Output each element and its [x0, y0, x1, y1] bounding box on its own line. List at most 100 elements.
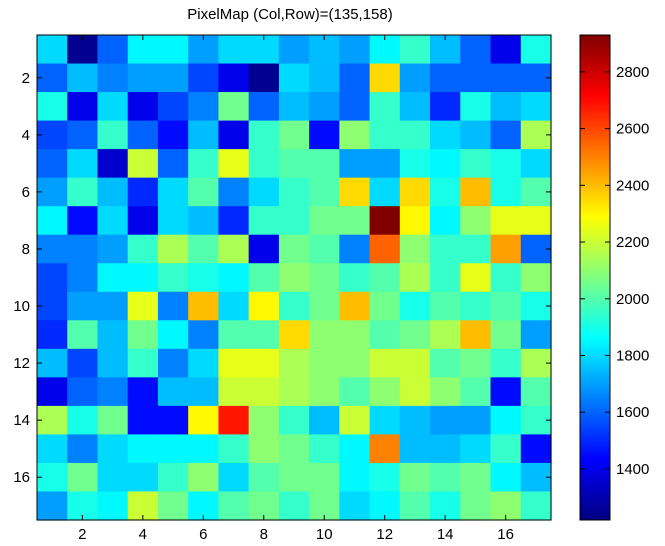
heatmap-cell — [309, 177, 340, 207]
heatmap-cell — [127, 63, 159, 93]
chart-title: PixelMap (Col,Row)=(135,158) — [187, 6, 393, 23]
heatmap-cell — [520, 320, 552, 350]
heatmap-cell — [37, 63, 68, 93]
heatmap-cell — [278, 92, 310, 122]
heatmap-cell — [37, 320, 68, 350]
heatmap-cell — [369, 263, 401, 293]
heatmap-cell — [520, 92, 552, 122]
heatmap-cell — [67, 263, 99, 293]
heatmap-cell — [520, 35, 552, 65]
x-tick-label: 2 — [78, 526, 86, 543]
heatmap-cell — [520, 377, 552, 407]
heatmap-cell — [490, 377, 522, 407]
heatmap-cell — [248, 320, 280, 350]
x-tick-label: 8 — [260, 526, 268, 543]
heatmap-cell — [67, 377, 99, 407]
heatmap-cell — [97, 234, 129, 264]
heatmap-cell — [278, 320, 310, 350]
heatmap-cell — [399, 462, 431, 493]
heatmap-cell — [369, 206, 401, 236]
heatmap-cell — [278, 206, 310, 236]
heatmap-cell — [309, 291, 340, 321]
heatmap-cell — [278, 63, 310, 93]
heatmap-cell — [309, 234, 340, 264]
heatmap-cell — [97, 177, 129, 207]
heatmap-cell — [97, 377, 129, 407]
heatmap-cell — [339, 405, 371, 436]
heatmap-cell — [278, 35, 310, 65]
heatmap-cell — [460, 491, 492, 521]
heatmap-cell — [339, 462, 371, 493]
x-tick-label: 6 — [199, 526, 207, 543]
heatmap-cell — [248, 92, 280, 122]
heatmap-cell — [127, 120, 159, 150]
heatmap-cell — [369, 92, 401, 122]
y-tick-label: 8 — [22, 241, 30, 258]
heatmap-cell — [460, 434, 492, 464]
heatmap-cell — [127, 377, 159, 407]
heatmap-cell — [67, 434, 99, 464]
heatmap-cell — [127, 149, 159, 179]
heatmap-cell — [460, 120, 492, 150]
colorbar — [579, 34, 611, 521]
heatmap-cell — [399, 92, 431, 122]
heatmap-cell — [399, 234, 431, 264]
heatmap-cell — [369, 348, 401, 378]
heatmap-cell — [490, 177, 522, 207]
heatmap-cell — [309, 149, 340, 179]
heatmap-cell — [157, 348, 189, 378]
heatmap-cell — [188, 63, 220, 93]
heatmap-cell — [490, 348, 522, 378]
heatmap-cell — [309, 263, 340, 293]
heatmap-cell — [339, 234, 371, 264]
heatmap-cell — [157, 206, 189, 236]
heatmap-cell — [460, 92, 492, 122]
heatmap-cell — [37, 177, 68, 207]
heatmap-cell — [188, 206, 220, 236]
heatmap-cell — [218, 377, 250, 407]
heatmap-cell — [520, 149, 552, 179]
heatmap-cell — [490, 320, 522, 350]
heatmap-cell — [278, 177, 310, 207]
heatmap-cell — [490, 462, 522, 493]
heatmap-cell — [430, 462, 461, 493]
heatmap-cell — [309, 63, 340, 93]
heatmap-cell — [430, 348, 461, 378]
heatmap-cell — [278, 120, 310, 150]
heatmap-cell — [460, 291, 492, 321]
heatmap-cell — [97, 35, 129, 65]
heatmap-cell — [248, 348, 280, 378]
heatmap-cell — [248, 434, 280, 464]
heatmap-cell — [127, 234, 159, 264]
heatmap-cell — [127, 92, 159, 122]
heatmap-cell — [430, 434, 461, 464]
heatmap-cell — [339, 92, 371, 122]
heatmap-cell — [37, 263, 68, 293]
heatmap-cell — [369, 234, 401, 264]
heatmap-cell — [309, 92, 340, 122]
heatmap-cell — [67, 462, 99, 493]
heatmap-cell — [339, 35, 371, 65]
heatmap-cell — [430, 177, 461, 207]
heatmap-cell — [37, 348, 68, 378]
heatmap-cell — [157, 234, 189, 264]
heatmap-cell — [127, 434, 159, 464]
heatmap-cell — [97, 491, 129, 521]
heatmap-cell — [278, 348, 310, 378]
heatmap-cell — [369, 291, 401, 321]
heatmap-cell — [67, 149, 99, 179]
heatmap-cell — [399, 263, 431, 293]
heatmap-cell — [127, 320, 159, 350]
heatmap-cell — [309, 206, 340, 236]
heatmap-cell — [97, 348, 129, 378]
heatmap-cell — [248, 177, 280, 207]
heatmap-cell — [399, 291, 431, 321]
y-tick-label: 2 — [22, 70, 30, 87]
heatmap-cell — [37, 206, 68, 236]
heatmap-cell — [339, 491, 371, 521]
heatmap-cell — [430, 206, 461, 236]
heatmap-cell — [520, 434, 552, 464]
heatmap-cell — [399, 405, 431, 436]
heatmap-cell — [97, 462, 129, 493]
heatmap-cell — [188, 462, 220, 493]
